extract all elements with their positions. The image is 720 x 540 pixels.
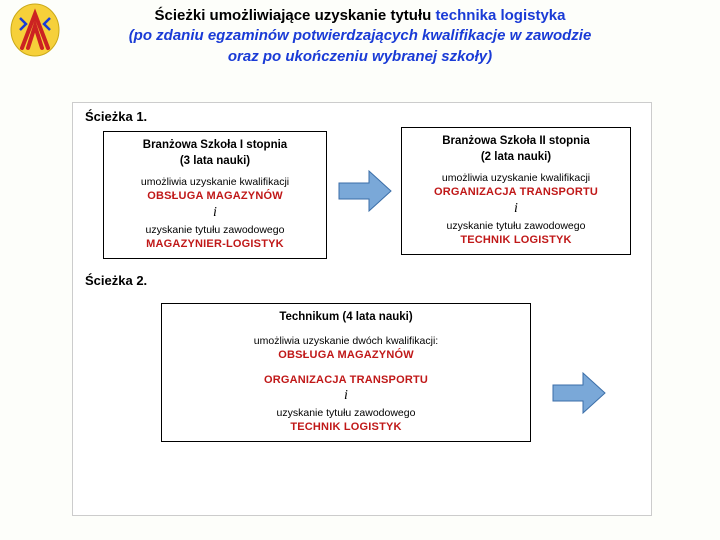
title-part-black: Ścieżki umożliwiające uzyskanie tytułu (155, 7, 436, 24)
box1-title: Branżowa Szkoła I stopnia (108, 138, 322, 154)
box1-and: i (108, 204, 322, 223)
box3-and: i (166, 387, 526, 406)
arrow-path-1 (337, 169, 393, 213)
title-subtitle-2: oraz po ukończeniu wybranej szkoły) (60, 47, 660, 67)
box1-subtitle: (3 lata nauki) (108, 154, 322, 170)
box2-and: i (406, 200, 626, 219)
box1-line-a: umożliwia uzyskanie kwalifikacji (108, 175, 322, 189)
logo-icon (8, 2, 62, 62)
box3-result: TECHNIK LOGISTYK (166, 420, 526, 435)
title-subtitle-1: (po zdaniu egzaminów potwierdzających kw… (60, 26, 660, 46)
box3-line-b: uzyskanie tytułu zawodowego (166, 406, 526, 420)
path-1-label: Ścieżka 1. (85, 109, 147, 124)
arrow-path-2 (551, 371, 607, 415)
page-title: Ścieżki umożliwiające uzyskanie tytułu t… (0, 0, 720, 71)
diagram-panel: Ścieżka 1. Branżowa Szkoła I stopnia (3 … (72, 102, 652, 516)
box2-result: TECHNIK LOGISTYK (406, 233, 626, 248)
box3-qualification-1: OBSŁUGA MAGAZYNÓW (166, 348, 526, 363)
path-1-box-a: Branżowa Szkoła I stopnia (3 lata nauki)… (103, 131, 327, 259)
box1-line-b: uzyskanie tytułu zawodowego (108, 223, 322, 237)
box3-line-a: umożliwia uzyskanie dwóch kwalifikacji: (166, 334, 526, 348)
box2-qualification: ORGANIZACJA TRANSPORTU (406, 185, 626, 200)
path-2-label: Ścieżka 2. (85, 273, 147, 288)
box1-result: MAGAZYNIER-LOGISTYK (108, 237, 322, 252)
box2-line-a: umożliwia uzyskanie kwalifikacji (406, 171, 626, 185)
path-1-box-b: Branżowa Szkoła II stopnia (2 lata nauki… (401, 127, 631, 255)
box1-qualification: OBSŁUGA MAGAZYNÓW (108, 189, 322, 204)
title-part-blue: technika logistyka (435, 7, 565, 24)
box2-subtitle: (2 lata nauki) (406, 150, 626, 166)
box2-title: Branżowa Szkoła II stopnia (406, 134, 626, 150)
box3-title: Technikum (4 lata nauki) (166, 310, 526, 326)
path-2-box: Technikum (4 lata nauki) umożliwia uzysk… (161, 303, 531, 442)
box2-line-b: uzyskanie tytułu zawodowego (406, 219, 626, 233)
box3-qualification-2: ORGANIZACJA TRANSPORTU (166, 373, 526, 388)
